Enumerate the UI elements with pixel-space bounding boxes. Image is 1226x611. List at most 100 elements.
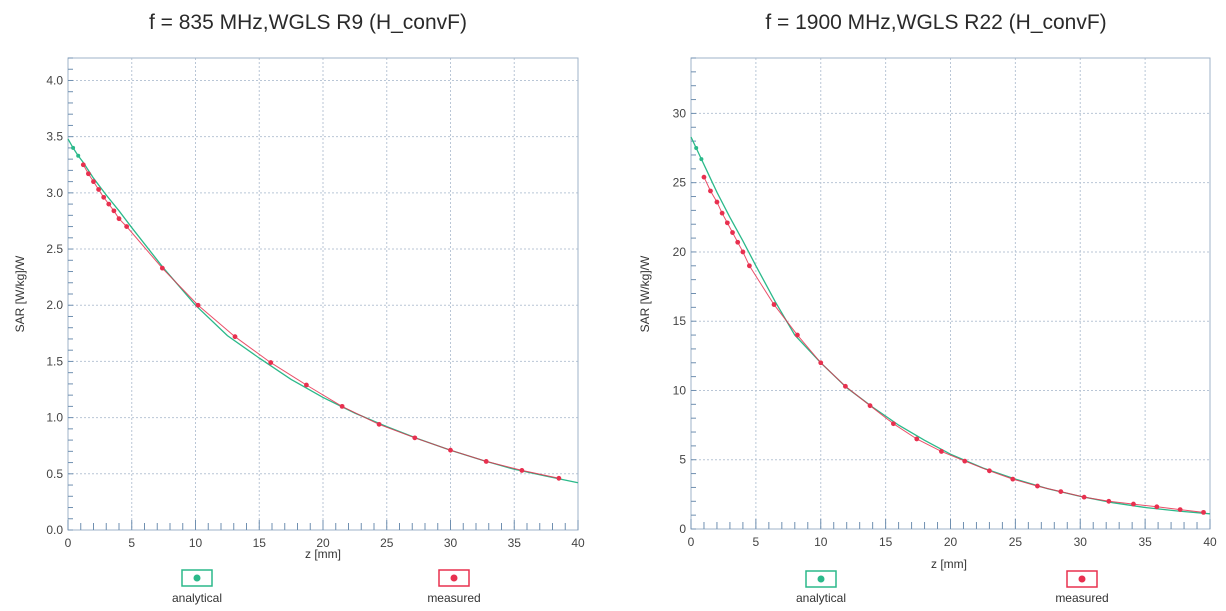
legend-measured-label: measured xyxy=(1055,591,1108,605)
x-tick-label: 20 xyxy=(944,535,958,549)
measured-point xyxy=(124,224,130,229)
measured-point xyxy=(96,187,101,192)
measured-point xyxy=(735,239,741,245)
x-tick-label: 0 xyxy=(65,536,72,550)
y-tick-label: 15 xyxy=(673,314,687,328)
measured-point xyxy=(1081,494,1087,500)
measured-point xyxy=(843,383,848,389)
measured-point xyxy=(730,230,735,235)
x-axis-label: z [mm] xyxy=(931,557,967,571)
measured-point xyxy=(1010,476,1016,482)
measured-point xyxy=(268,360,274,365)
sar-chart-835: f = 835 MHz,WGLS R9 (H_convF) 0 5 10 15 20 25… xyxy=(13,11,585,605)
x-tick-label: 25 xyxy=(380,536,394,550)
x-tick-label: 20 xyxy=(316,536,330,550)
measured-point xyxy=(519,468,525,473)
measured-point xyxy=(719,210,725,216)
y-tick-label: 2.5 xyxy=(46,242,63,256)
analytical-series-line xyxy=(690,136,1211,515)
measured-series-line xyxy=(82,164,560,479)
measured-point xyxy=(556,475,562,481)
chart-title: f = 1900 MHz,WGLS R22 (H_convF) xyxy=(765,11,1106,34)
legend-measured-label: measured xyxy=(427,591,480,605)
measured-point xyxy=(91,179,96,185)
sar-chart-1900: f = 1900 MHz,WGLS R22 (H_convF) 0 5 10 15 20… xyxy=(638,11,1217,605)
measured-point xyxy=(116,216,122,222)
measured-point xyxy=(376,421,382,427)
measured-point xyxy=(412,435,418,441)
x-tick-label: 15 xyxy=(253,536,267,550)
y-tick-label: 1.5 xyxy=(46,354,63,368)
measured-point xyxy=(159,265,165,271)
measured-point xyxy=(448,447,453,453)
y-tick-label: 30 xyxy=(673,106,687,120)
y-tick-label: 2.0 xyxy=(46,298,63,312)
measured-point xyxy=(1131,501,1136,507)
x-tick-label: 40 xyxy=(1203,535,1217,549)
legend-analytical-label: analytical xyxy=(796,591,846,605)
measured-point xyxy=(1201,509,1206,515)
measured-point xyxy=(891,421,896,427)
y-axis-label: SAR [W/kg]/W xyxy=(13,255,27,332)
analytical-point xyxy=(76,153,81,158)
legend-analytical-label: analytical xyxy=(172,591,222,605)
y-tick-label: 3.5 xyxy=(46,130,63,144)
x-tick-label: 5 xyxy=(753,535,760,549)
measured-point xyxy=(1035,483,1040,489)
x-tick-label: 15 xyxy=(879,535,893,549)
y-tick-label: 20 xyxy=(673,245,687,259)
measured-point xyxy=(1177,507,1183,513)
measured-point xyxy=(1106,498,1112,504)
measured-point xyxy=(80,162,86,168)
x-tick-label: 35 xyxy=(508,536,522,550)
measured-point xyxy=(939,449,944,454)
measured-point xyxy=(962,458,968,464)
measured-point xyxy=(987,468,992,474)
measured-point xyxy=(195,302,201,308)
measured-point xyxy=(304,382,309,388)
chart-panel-1900: f = 1900 MHz,WGLS R22 (H_convF) 0 5 10 15 20… xyxy=(613,0,1226,611)
measured-point xyxy=(708,188,713,194)
measured-point xyxy=(771,302,777,307)
chart-panel-835: f = 835 MHz,WGLS R9 (H_convF) 0 5 10 15 20 25… xyxy=(13,11,585,605)
x-tick-label: 30 xyxy=(1074,535,1088,549)
legend-measured-marker xyxy=(450,574,458,582)
analytical-point xyxy=(699,157,704,162)
x-tick-label: 35 xyxy=(1138,535,1152,549)
measured-point xyxy=(701,174,707,180)
y-tick-label: 10 xyxy=(673,383,687,397)
x-tick-label: 10 xyxy=(814,535,828,549)
measured-point xyxy=(483,459,489,464)
y-tick-label: 4.0 xyxy=(46,73,63,87)
x-tick-label: 5 xyxy=(128,536,135,550)
chart-title: f = 835 MHz,WGLS R9 (H_convF) xyxy=(149,11,467,34)
analytical-point xyxy=(71,145,76,150)
measured-point xyxy=(714,199,720,205)
measured-point xyxy=(746,263,752,269)
x-tick-label: 40 xyxy=(571,536,585,550)
measured-point xyxy=(339,403,345,409)
measured-point xyxy=(794,332,800,338)
x-axis-label: z [mm] xyxy=(305,547,341,561)
legend-analytical-marker xyxy=(193,574,201,582)
y-tick-label: 0.0 xyxy=(46,523,63,537)
measured-point xyxy=(740,249,746,255)
measured-point xyxy=(724,220,730,226)
measured-point xyxy=(1154,504,1160,510)
legend-measured-marker xyxy=(1078,575,1086,583)
measured-point xyxy=(1058,489,1064,494)
y-tick-label: 1.0 xyxy=(46,411,63,425)
y-axis-label: SAR [W/kg]/W xyxy=(638,255,652,332)
measured-point xyxy=(818,360,824,366)
measured-point xyxy=(867,403,873,409)
x-tick-label: 25 xyxy=(1009,535,1023,549)
y-tick-label: 0.5 xyxy=(46,467,63,481)
y-tick-label: 0 xyxy=(679,522,686,536)
x-tick-label: 0 xyxy=(688,535,695,549)
measured-point xyxy=(106,201,112,207)
measured-point xyxy=(232,334,238,340)
legend-analytical-marker xyxy=(817,575,825,583)
y-tick-label: 3.0 xyxy=(46,186,63,200)
y-tick-label: 5 xyxy=(679,453,686,467)
analytical-point xyxy=(694,146,699,151)
